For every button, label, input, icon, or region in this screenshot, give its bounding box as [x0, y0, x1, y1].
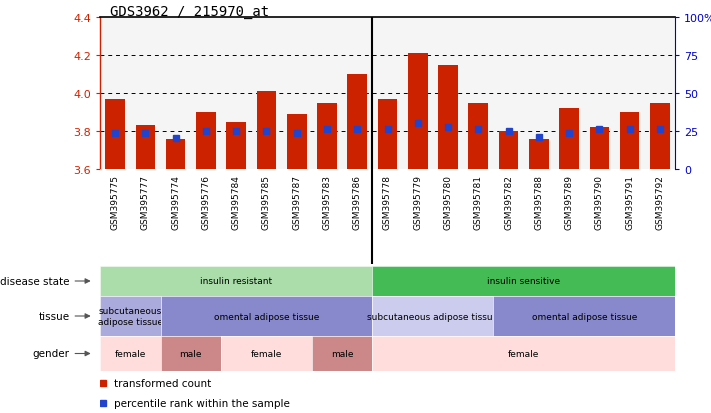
Text: GDS3962 / 215970_at: GDS3962 / 215970_at	[110, 5, 269, 19]
Text: omental adipose tissue: omental adipose tissue	[532, 312, 637, 321]
Text: disease state: disease state	[0, 276, 70, 286]
Bar	[348, 75, 367, 170]
Text: tissue: tissue	[38, 311, 70, 321]
Bar	[408, 54, 427, 170]
Bar	[469, 103, 488, 170]
Text: subcutaneous adipose tissue: subcutaneous adipose tissue	[368, 312, 498, 321]
Bar	[226, 122, 246, 170]
Text: transformed count: transformed count	[114, 378, 212, 388]
Bar	[620, 113, 639, 170]
Text: GSM395775: GSM395775	[111, 174, 119, 229]
Text: GSM395785: GSM395785	[262, 174, 271, 229]
Text: GSM395774: GSM395774	[171, 174, 180, 229]
Text: gender: gender	[33, 349, 70, 358]
Text: GSM395790: GSM395790	[595, 174, 604, 229]
Bar	[378, 100, 397, 170]
Bar	[498, 132, 518, 170]
Text: GSM395789: GSM395789	[565, 174, 574, 229]
Text: GSM395786: GSM395786	[353, 174, 362, 229]
Bar	[560, 109, 579, 170]
Bar	[589, 128, 609, 170]
Bar	[166, 139, 186, 170]
Text: omental adipose tissue: omental adipose tissue	[214, 312, 319, 321]
Text: GSM395788: GSM395788	[534, 174, 543, 229]
Text: GSM395779: GSM395779	[413, 174, 422, 229]
Bar	[257, 92, 277, 170]
Text: female: female	[251, 349, 282, 358]
Text: GSM395787: GSM395787	[292, 174, 301, 229]
Text: percentile rank within the sample: percentile rank within the sample	[114, 398, 290, 408]
Bar	[650, 103, 670, 170]
Bar	[317, 103, 337, 170]
Text: GSM395792: GSM395792	[656, 174, 664, 229]
Bar	[105, 100, 125, 170]
Text: GSM395776: GSM395776	[201, 174, 210, 229]
Bar	[438, 65, 458, 170]
Text: GSM395783: GSM395783	[323, 174, 331, 229]
Text: insulin sensitive: insulin sensitive	[487, 277, 560, 286]
Text: GSM395782: GSM395782	[504, 174, 513, 229]
Text: GSM395780: GSM395780	[444, 174, 452, 229]
Text: GSM395781: GSM395781	[474, 174, 483, 229]
Text: subcutaneous
adipose tissue: subcutaneous adipose tissue	[97, 306, 163, 326]
Text: GSM395778: GSM395778	[383, 174, 392, 229]
Text: male: male	[180, 349, 202, 358]
Text: GSM395784: GSM395784	[232, 174, 241, 229]
Bar	[136, 126, 155, 170]
Text: male: male	[331, 349, 353, 358]
Text: insulin resistant: insulin resistant	[200, 277, 272, 286]
Bar	[196, 113, 215, 170]
Bar	[529, 139, 549, 170]
Bar	[287, 115, 306, 170]
Text: female: female	[508, 349, 540, 358]
Text: female: female	[114, 349, 146, 358]
Text: GSM395777: GSM395777	[141, 174, 150, 229]
Text: GSM395791: GSM395791	[625, 174, 634, 229]
